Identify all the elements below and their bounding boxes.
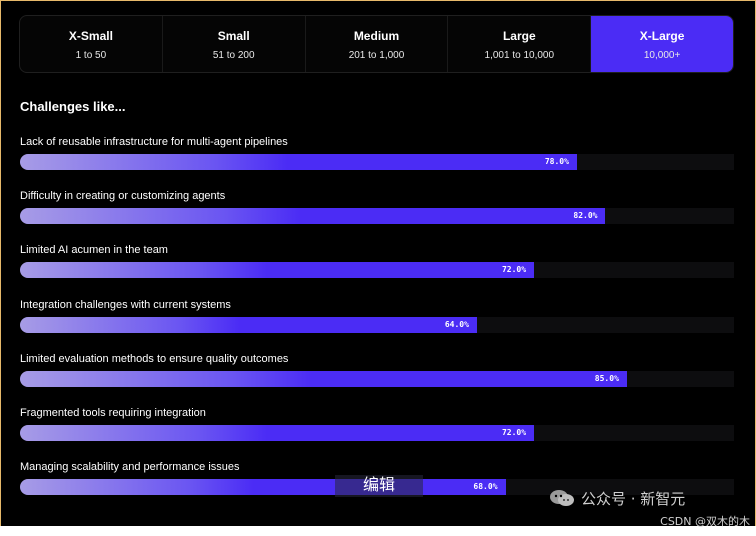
progress-bar: 64.0% — [20, 316, 477, 333]
challenge-row: Limited evaluation methods to ensure qua… — [20, 352, 734, 406]
challenge-list: Lack of reusable infrastructure for mult… — [20, 135, 734, 514]
percent-label: 68.0% — [473, 482, 498, 492]
percent-label: 82.0% — [573, 211, 598, 221]
percent-label: 85.0% — [594, 373, 619, 383]
tab-range: 1 to 50 — [75, 49, 107, 61]
progress-bar: 82.0% — [20, 208, 606, 225]
challenge-label: Fragmented tools requiring integration — [20, 406, 206, 419]
progress-bar: 68.0% — [20, 479, 506, 496]
tab-x-small[interactable]: X-Small 1 to 50 — [20, 16, 163, 72]
progress-track: 72.0% — [20, 262, 734, 279]
edit-overlay[interactable]: 编辑 — [335, 475, 423, 497]
tab-title: Large — [502, 28, 536, 43]
challenge-label: Limited AI acumen in the team — [20, 244, 168, 257]
tab-title: Small — [217, 28, 250, 43]
tab-small[interactable]: Small 51 to 200 — [163, 16, 306, 72]
challenge-row: Fragmented tools requiring integration 7… — [20, 406, 734, 460]
tab-title: Medium — [353, 28, 400, 43]
challenge-row: Limited AI acumen in the team 72.0% — [20, 243, 734, 297]
tab-medium[interactable]: Medium 201 to 1,000 — [306, 16, 449, 72]
challenge-row: Difficulty in creating or customizing ag… — [20, 189, 734, 243]
progress-bar: 72.0% — [20, 262, 535, 279]
challenge-label: Lack of reusable infrastructure for mult… — [20, 136, 288, 148]
challenge-label: Difficulty in creating or customizing ag… — [20, 190, 226, 203]
challenge-label: Managing scalability and performance iss… — [20, 461, 240, 474]
tab-range: 1,001 to 10,000 — [484, 49, 555, 61]
tab-title: X-Small — [68, 28, 113, 43]
company-size-tabs: X-Small 1 to 50 Small 51 to 200 Medium 2… — [19, 15, 734, 73]
percent-label: 72.0% — [501, 265, 527, 275]
progress-bar: 72.0% — [20, 424, 535, 441]
watermark-text: 公众号 · 新智元 — [581, 489, 686, 508]
percent-label: 64.0% — [444, 319, 469, 329]
percent-label: 72.0% — [501, 427, 527, 437]
challenge-label: Integration challenges with current syst… — [20, 298, 231, 311]
challenge-row: Integration challenges with current syst… — [20, 298, 734, 352]
percent-label: 78.0% — [544, 157, 569, 166]
challenge-label: Limited evaluation methods to ensure qua… — [20, 352, 289, 365]
tab-range: 51 to 200 — [212, 49, 255, 61]
challenge-row: Lack of reusable infrastructure for mult… — [20, 135, 734, 189]
tab-title: X-Large — [639, 28, 685, 43]
tab-range: 10,000+ — [643, 49, 681, 61]
section-heading: Challenges like... — [20, 99, 126, 114]
watermark: 公众号 · 新智元 — [549, 487, 685, 509]
progress-track: 64.0% — [20, 316, 734, 333]
progress-track: 85.0% — [20, 370, 734, 387]
tab-x-large[interactable]: X-Large 10,000+ — [591, 16, 733, 72]
progress-track: 72.0% — [20, 424, 734, 441]
wechat-icon — [550, 490, 574, 506]
progress-bar: 85.0% — [20, 370, 627, 387]
tab-large[interactable]: Large 1,001 to 10,000 — [448, 16, 592, 72]
bottom-strip — [0, 526, 756, 536]
progress-bar: 78.0% — [20, 154, 577, 170]
tab-range: 201 to 1,000 — [348, 49, 405, 61]
progress-track: 82.0% — [20, 208, 734, 225]
progress-track: 78.0% — [20, 154, 734, 170]
credit-text: CSDN @双木的木 — [660, 515, 750, 528]
